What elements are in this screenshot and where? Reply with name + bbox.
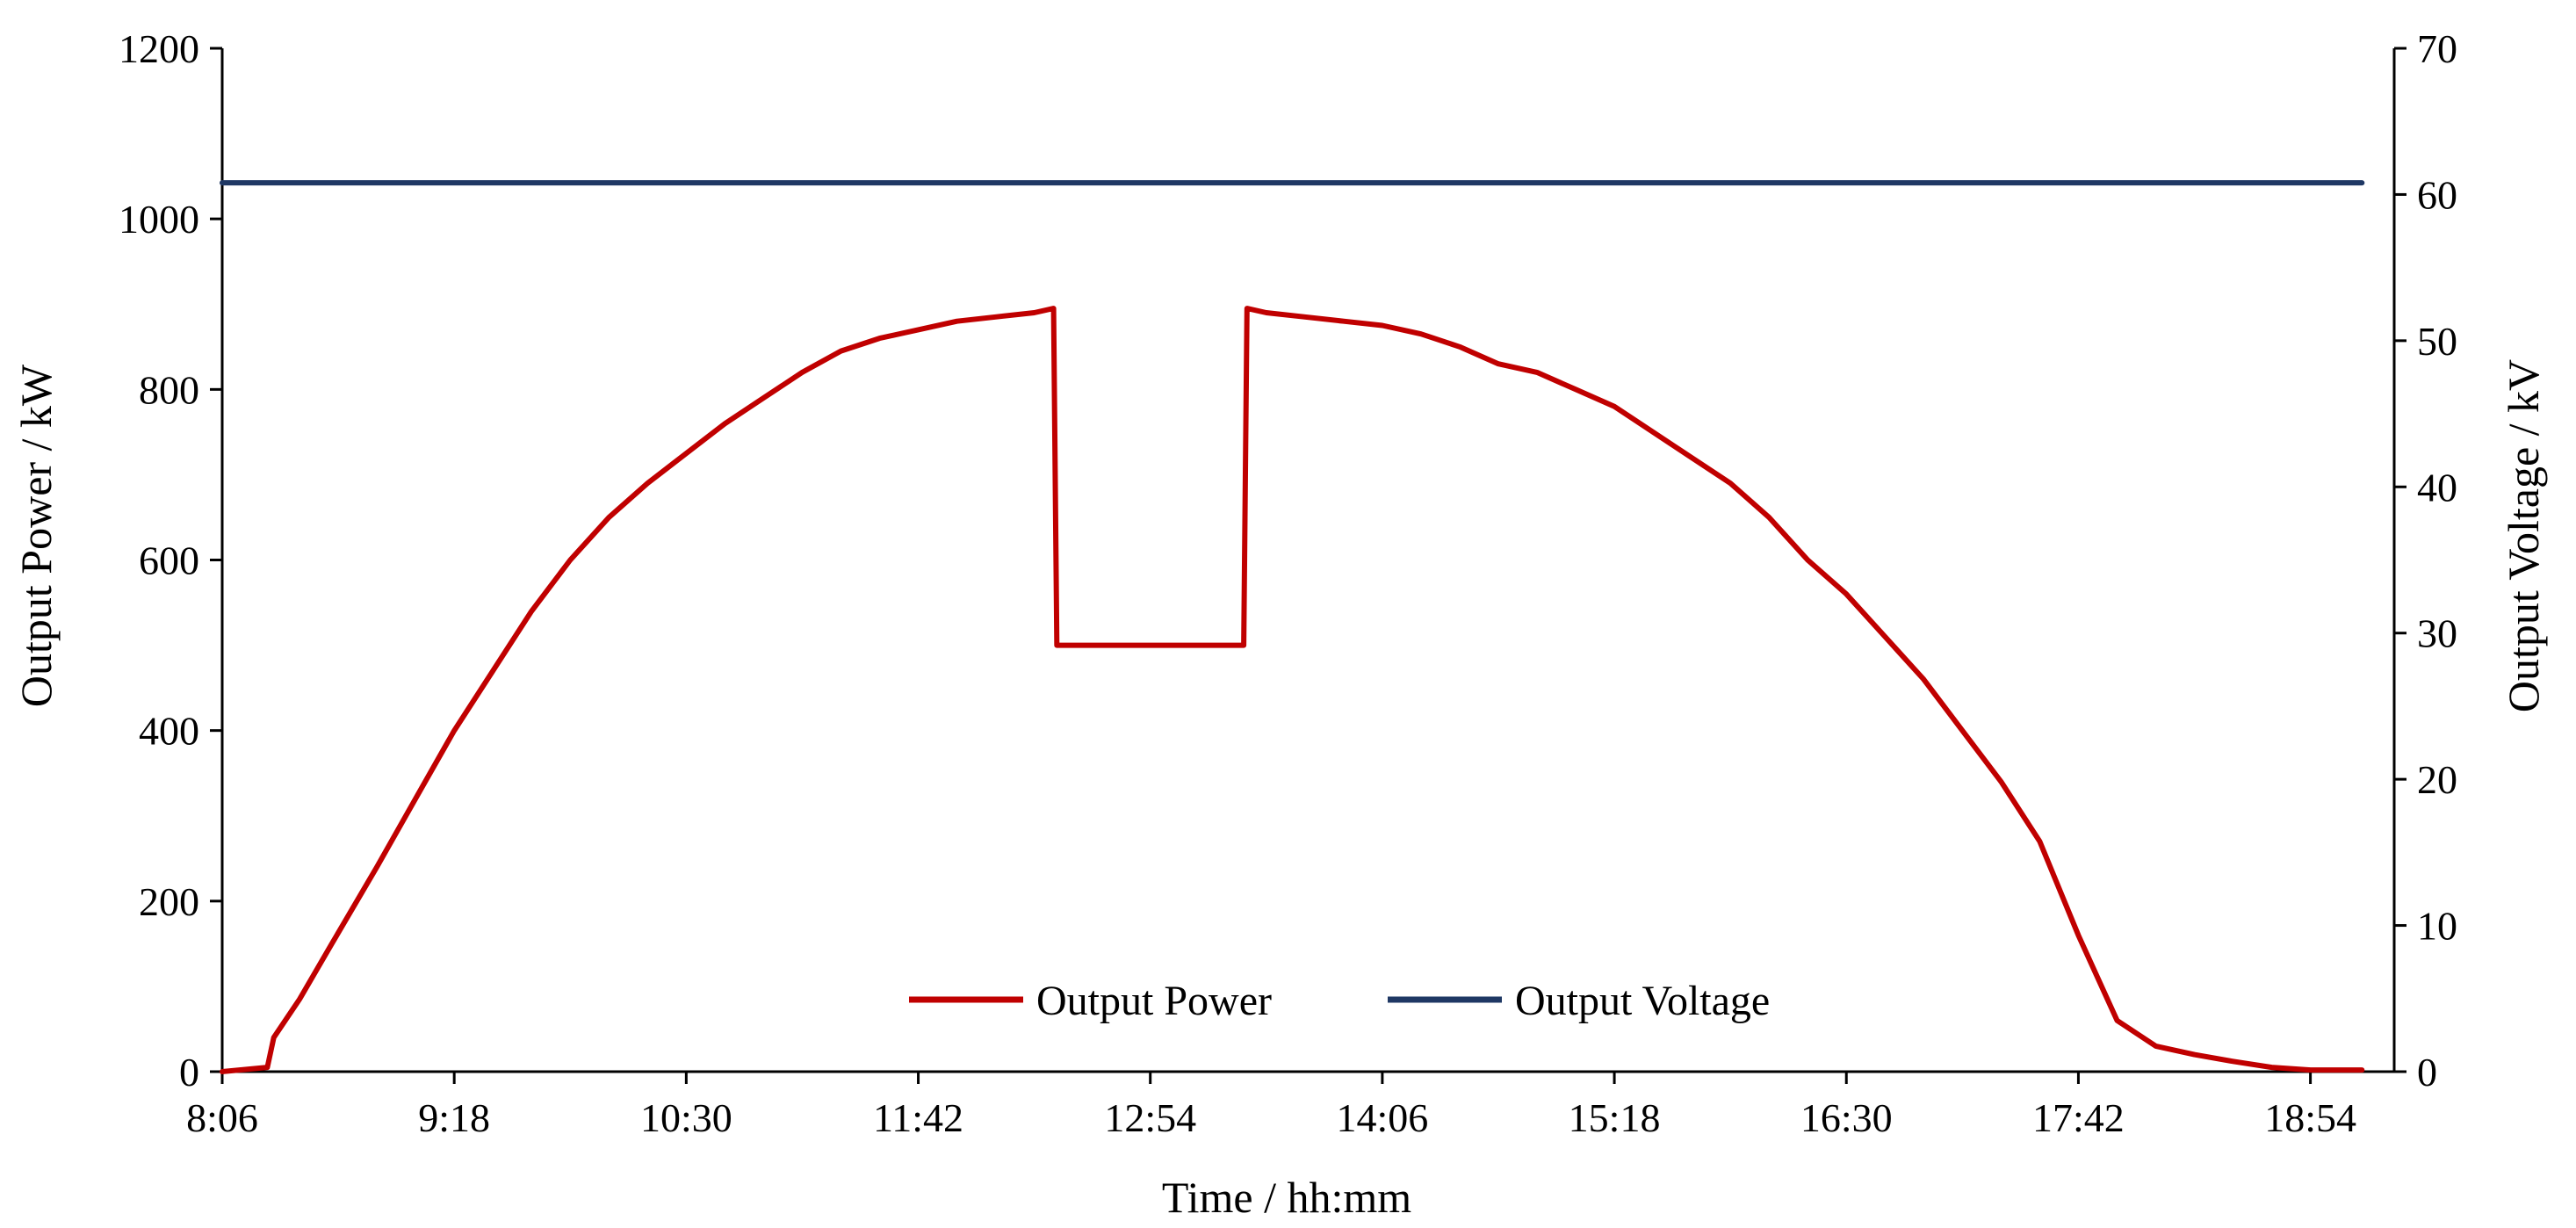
x-tick-label: 8:06 [186,1095,258,1140]
x-tick-label: 11:42 [873,1095,963,1140]
y-axis-left-title: Output Power / kW [11,364,61,707]
y-left-tick-label: 0 [179,1050,199,1094]
y-right-tick-label: 10 [2417,904,2457,949]
y-right-tick-label: 60 [2417,172,2457,217]
legend: Output Power Output Voltage [909,978,1770,1024]
y-left-tick-label: 200 [139,879,199,924]
y-right-tick-label: 50 [2417,319,2457,364]
y-left-tick-label: 800 [139,367,199,412]
y-left-tick-label: 400 [139,709,199,754]
series-line-output-power [220,306,2365,1074]
x-axis-title: Time / hh:mm [1162,1173,1411,1222]
y-left-tick-label: 1200 [119,26,199,71]
x-tick-label: 15:18 [1569,1095,1661,1140]
x-tick-label: 17:42 [2032,1095,2125,1140]
y-right-tick-label: 20 [2417,757,2457,802]
series-layer [220,180,2365,1074]
x-tick-label: 16:30 [1800,1095,1893,1140]
x-tick-label: 12:54 [1104,1095,1196,1140]
x-tick-label: 9:18 [418,1095,490,1140]
x-tick-label: 10:30 [640,1095,732,1140]
x-tick-label: 14:06 [1336,1095,1428,1140]
y-right-tick-label: 0 [2417,1050,2437,1094]
y-left-tick-label: 1000 [119,197,199,242]
legend-label-output-voltage: Output Voltage [1515,978,1770,1024]
y-left-tick-label: 600 [139,538,199,583]
ticks: 8:06 9:18 10:30 11:42 12:54 14:06 15:18 16:30 17… [119,26,2457,1140]
y-right-tick-label: 40 [2417,465,2457,509]
legend-label-output-power: Output Power [1036,978,1272,1024]
axes [220,48,2396,1073]
y-axis-right-title: Output Voltage / kV [2499,359,2548,712]
y-right-tick-label: 70 [2417,26,2457,71]
x-tick-label: 18:54 [2264,1095,2356,1140]
y-right-tick-label: 30 [2417,611,2457,656]
